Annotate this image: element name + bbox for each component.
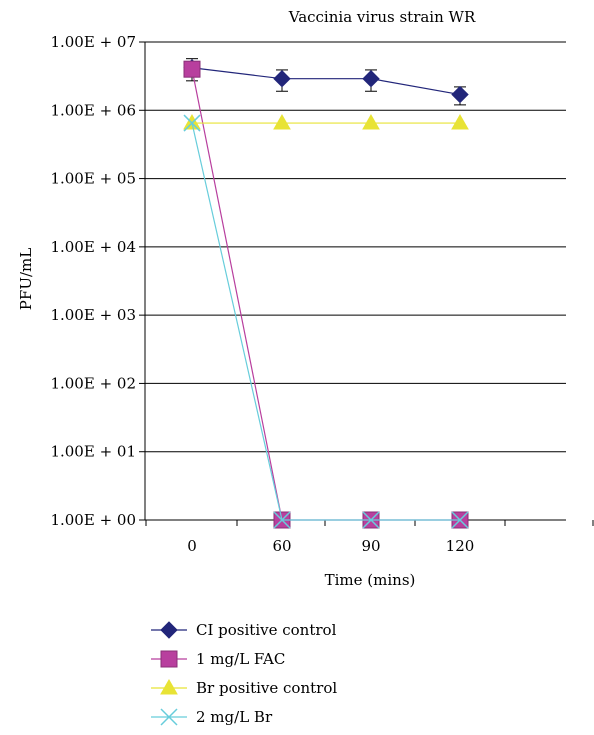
y-axis-title: PFU/mL (17, 248, 35, 310)
x-marker (183, 114, 201, 132)
legend-item: CI positive control (151, 621, 337, 639)
legend: CI positive control 1 mg/L FAC Br positive… (151, 621, 337, 726)
triangle-marker (273, 114, 291, 130)
legend-item: 2 mg/L Br (151, 708, 273, 726)
x-tick-label: 0 (187, 537, 197, 555)
x-marker (273, 511, 291, 529)
gridlines (139, 41, 566, 521)
series-2 (183, 60, 469, 529)
y-tick-label: 1.00E + 03 (50, 306, 136, 324)
chart-title: Vaccinia virus strain WR (288, 8, 476, 26)
y-tick-label: 1.00E + 06 (50, 101, 136, 119)
y-tick-label: 1.00E + 02 (50, 374, 136, 392)
triangle-marker (160, 678, 178, 695)
legend-label: CI positive control (196, 621, 337, 639)
diamond-marker (362, 70, 380, 88)
series-3 (183, 114, 469, 130)
y-tick-labels: 1.00E + 07 1.00E + 06 1.00E + 05 1.00E + 04… (50, 33, 136, 529)
x-tick-labels: 0 60 90 120 (187, 537, 474, 555)
series-layer (183, 58, 469, 529)
series-1 (183, 58, 469, 106)
legend-item: 1 mg/L FAC (151, 650, 285, 668)
x-tick-label: 90 (361, 537, 380, 555)
axes (144, 42, 594, 526)
x-axis-title: Time (mins) (325, 571, 416, 589)
x-marker (451, 511, 469, 529)
triangle-marker (451, 114, 469, 130)
y-tick-label: 1.00E + 01 (50, 443, 136, 461)
series-4 (183, 114, 469, 529)
triangle-marker (362, 114, 380, 130)
legend-label: 2 mg/L Br (196, 708, 273, 726)
legend-label: 1 mg/L FAC (196, 650, 285, 668)
y-tick-label: 1.00E + 04 (50, 238, 136, 256)
x-marker (160, 708, 178, 726)
legend-label: Br positive control (196, 679, 337, 697)
x-marker (362, 511, 380, 529)
x-tick-label: 60 (272, 537, 291, 555)
diamond-marker (451, 85, 469, 104)
y-tick-label: 1.00E + 05 (50, 170, 136, 188)
series-line (191, 122, 460, 521)
diamond-marker (160, 621, 178, 639)
series-line (191, 67, 461, 96)
diamond-marker (273, 70, 291, 88)
square-marker (183, 60, 201, 78)
y-tick-label: 1.00E + 00 (50, 511, 136, 529)
square-marker (160, 650, 178, 668)
legend-item: Br positive control (151, 678, 337, 697)
y-tick-label: 1.00E + 07 (50, 33, 136, 51)
x-tick-label: 120 (446, 537, 475, 555)
series-line (191, 69, 460, 521)
